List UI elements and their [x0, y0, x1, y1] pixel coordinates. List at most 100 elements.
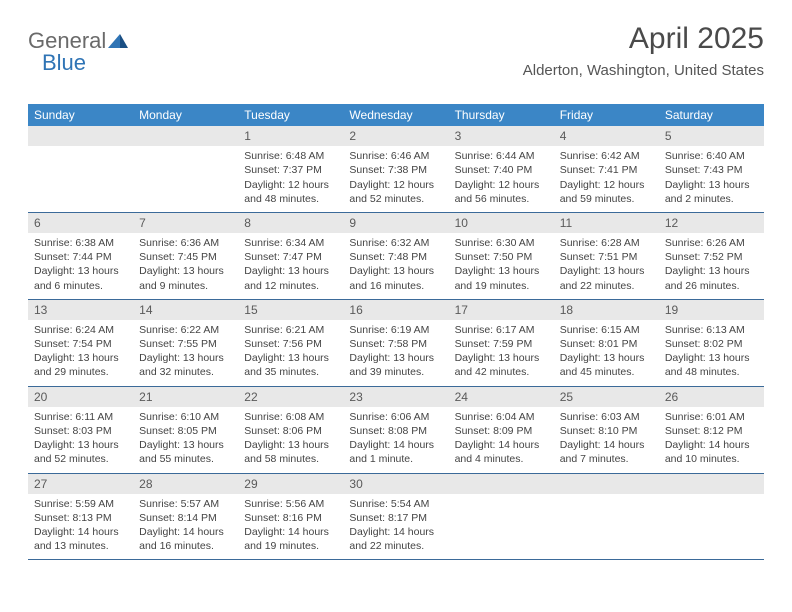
- day-number: 21: [133, 387, 238, 407]
- brand-part2: Blue: [42, 50, 86, 76]
- day-number: 1: [238, 126, 343, 146]
- day-info: Sunrise: 6:10 AMSunset: 8:05 PMDaylight:…: [133, 407, 238, 473]
- calendar-cell: 24Sunrise: 6:04 AMSunset: 8:09 PMDayligh…: [449, 387, 554, 473]
- calendar-cell: 11Sunrise: 6:28 AMSunset: 7:51 PMDayligh…: [554, 213, 659, 299]
- calendar-cell: 10Sunrise: 6:30 AMSunset: 7:50 PMDayligh…: [449, 213, 554, 299]
- calendar-cell: 7Sunrise: 6:36 AMSunset: 7:45 PMDaylight…: [133, 213, 238, 299]
- calendar-cell: [133, 126, 238, 212]
- day-info: Sunrise: 6:11 AMSunset: 8:03 PMDaylight:…: [28, 407, 133, 473]
- day-info: Sunrise: 6:42 AMSunset: 7:41 PMDaylight:…: [554, 146, 659, 212]
- day-number: 7: [133, 213, 238, 233]
- day-info: Sunrise: 6:26 AMSunset: 7:52 PMDaylight:…: [659, 233, 764, 299]
- day-info: Sunrise: 6:38 AMSunset: 7:44 PMDaylight:…: [28, 233, 133, 299]
- calendar-cell: [28, 126, 133, 212]
- calendar-table: SundayMondayTuesdayWednesdayThursdayFrid…: [28, 104, 764, 560]
- day-number: 6: [28, 213, 133, 233]
- calendar-cell: 3Sunrise: 6:44 AMSunset: 7:40 PMDaylight…: [449, 126, 554, 212]
- day-info: Sunrise: 6:44 AMSunset: 7:40 PMDaylight:…: [449, 146, 554, 212]
- calendar-cell: 16Sunrise: 6:19 AMSunset: 7:58 PMDayligh…: [343, 300, 448, 386]
- day-number: 3: [449, 126, 554, 146]
- day-number: 12: [659, 213, 764, 233]
- calendar-cell: 6Sunrise: 6:38 AMSunset: 7:44 PMDaylight…: [28, 213, 133, 299]
- day-info: Sunrise: 6:17 AMSunset: 7:59 PMDaylight:…: [449, 320, 554, 386]
- calendar-cell: 19Sunrise: 6:13 AMSunset: 8:02 PMDayligh…: [659, 300, 764, 386]
- day-info: Sunrise: 6:08 AMSunset: 8:06 PMDaylight:…: [238, 407, 343, 473]
- day-info: Sunrise: 6:28 AMSunset: 7:51 PMDaylight:…: [554, 233, 659, 299]
- day-info: Sunrise: 6:03 AMSunset: 8:10 PMDaylight:…: [554, 407, 659, 473]
- calendar-cell: 5Sunrise: 6:40 AMSunset: 7:43 PMDaylight…: [659, 126, 764, 212]
- day-info: Sunrise: 6:21 AMSunset: 7:56 PMDaylight:…: [238, 320, 343, 386]
- calendar-cell: 27Sunrise: 5:59 AMSunset: 8:13 PMDayligh…: [28, 474, 133, 560]
- day-number: 23: [343, 387, 448, 407]
- day-number: 15: [238, 300, 343, 320]
- day-number: 19: [659, 300, 764, 320]
- day-info: Sunrise: 5:57 AMSunset: 8:14 PMDaylight:…: [133, 494, 238, 560]
- calendar-cell: 20Sunrise: 6:11 AMSunset: 8:03 PMDayligh…: [28, 387, 133, 473]
- day-info: Sunrise: 6:32 AMSunset: 7:48 PMDaylight:…: [343, 233, 448, 299]
- day-info: Sunrise: 6:40 AMSunset: 7:43 PMDaylight:…: [659, 146, 764, 212]
- day-number: 11: [554, 213, 659, 233]
- calendar-cell: 9Sunrise: 6:32 AMSunset: 7:48 PMDaylight…: [343, 213, 448, 299]
- day-number: 5: [659, 126, 764, 146]
- day-info: Sunrise: 6:36 AMSunset: 7:45 PMDaylight:…: [133, 233, 238, 299]
- day-info: Sunrise: 6:34 AMSunset: 7:47 PMDaylight:…: [238, 233, 343, 299]
- day-number: [449, 474, 554, 494]
- day-header-saturday: Saturday: [659, 104, 764, 126]
- location-label: Alderton, Washington, United States: [523, 62, 764, 79]
- calendar-cell: 21Sunrise: 6:10 AMSunset: 8:05 PMDayligh…: [133, 387, 238, 473]
- calendar-header-row: SundayMondayTuesdayWednesdayThursdayFrid…: [28, 104, 764, 126]
- day-header-thursday: Thursday: [449, 104, 554, 126]
- day-number: 24: [449, 387, 554, 407]
- day-info: Sunrise: 6:46 AMSunset: 7:38 PMDaylight:…: [343, 146, 448, 212]
- calendar-week-row: 20Sunrise: 6:11 AMSunset: 8:03 PMDayligh…: [28, 387, 764, 474]
- day-number: 14: [133, 300, 238, 320]
- calendar-week-row: 13Sunrise: 6:24 AMSunset: 7:54 PMDayligh…: [28, 300, 764, 387]
- day-number: 13: [28, 300, 133, 320]
- calendar-cell: 26Sunrise: 6:01 AMSunset: 8:12 PMDayligh…: [659, 387, 764, 473]
- day-number: 30: [343, 474, 448, 494]
- day-header-wednesday: Wednesday: [343, 104, 448, 126]
- calendar-cell: 25Sunrise: 6:03 AMSunset: 8:10 PMDayligh…: [554, 387, 659, 473]
- day-number: [554, 474, 659, 494]
- calendar-cell: [659, 474, 764, 560]
- day-number: 17: [449, 300, 554, 320]
- calendar-cell: 29Sunrise: 5:56 AMSunset: 8:16 PMDayligh…: [238, 474, 343, 560]
- calendar-cell: 2Sunrise: 6:46 AMSunset: 7:38 PMDaylight…: [343, 126, 448, 212]
- day-info: Sunrise: 6:48 AMSunset: 7:37 PMDaylight:…: [238, 146, 343, 212]
- day-info: Sunrise: 6:06 AMSunset: 8:08 PMDaylight:…: [343, 407, 448, 473]
- day-number: 26: [659, 387, 764, 407]
- calendar-cell: 13Sunrise: 6:24 AMSunset: 7:54 PMDayligh…: [28, 300, 133, 386]
- header-right: April 2025 Alderton, Washington, United …: [523, 22, 764, 79]
- calendar-week-row: 27Sunrise: 5:59 AMSunset: 8:13 PMDayligh…: [28, 474, 764, 561]
- day-header-friday: Friday: [554, 104, 659, 126]
- day-info: Sunrise: 5:54 AMSunset: 8:17 PMDaylight:…: [343, 494, 448, 560]
- calendar-cell: 14Sunrise: 6:22 AMSunset: 7:55 PMDayligh…: [133, 300, 238, 386]
- day-header-monday: Monday: [133, 104, 238, 126]
- calendar-week-row: 6Sunrise: 6:38 AMSunset: 7:44 PMDaylight…: [28, 213, 764, 300]
- calendar-cell: 15Sunrise: 6:21 AMSunset: 7:56 PMDayligh…: [238, 300, 343, 386]
- brand-triangle-icon: [108, 28, 128, 54]
- day-info: Sunrise: 5:56 AMSunset: 8:16 PMDaylight:…: [238, 494, 343, 560]
- day-info: Sunrise: 6:30 AMSunset: 7:50 PMDaylight:…: [449, 233, 554, 299]
- calendar-cell: [554, 474, 659, 560]
- day-number: 8: [238, 213, 343, 233]
- day-number: 9: [343, 213, 448, 233]
- page-title: April 2025: [523, 22, 764, 56]
- calendar-cell: 1Sunrise: 6:48 AMSunset: 7:37 PMDaylight…: [238, 126, 343, 212]
- day-info: Sunrise: 6:22 AMSunset: 7:55 PMDaylight:…: [133, 320, 238, 386]
- calendar-cell: 22Sunrise: 6:08 AMSunset: 8:06 PMDayligh…: [238, 387, 343, 473]
- day-info: Sunrise: 6:24 AMSunset: 7:54 PMDaylight:…: [28, 320, 133, 386]
- day-number: [659, 474, 764, 494]
- day-number: 4: [554, 126, 659, 146]
- day-info: Sunrise: 5:59 AMSunset: 8:13 PMDaylight:…: [28, 494, 133, 560]
- day-info: Sunrise: 6:15 AMSunset: 8:01 PMDaylight:…: [554, 320, 659, 386]
- calendar-cell: 12Sunrise: 6:26 AMSunset: 7:52 PMDayligh…: [659, 213, 764, 299]
- day-number: [133, 126, 238, 146]
- calendar-cell: 8Sunrise: 6:34 AMSunset: 7:47 PMDaylight…: [238, 213, 343, 299]
- day-header-sunday: Sunday: [28, 104, 133, 126]
- calendar-cell: 23Sunrise: 6:06 AMSunset: 8:08 PMDayligh…: [343, 387, 448, 473]
- day-number: 29: [238, 474, 343, 494]
- calendar-cell: [449, 474, 554, 560]
- day-number: [28, 126, 133, 146]
- day-number: 18: [554, 300, 659, 320]
